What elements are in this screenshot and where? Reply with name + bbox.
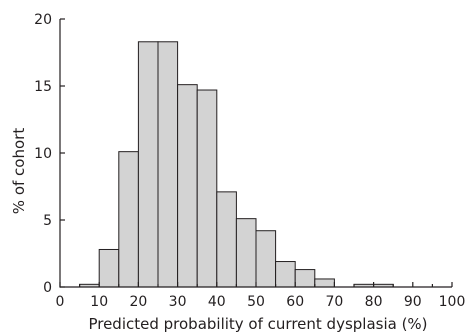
x-tick-label-80: 80 [365, 294, 383, 310]
y-tick-label-0: 0 [43, 280, 52, 296]
bar-60-65 [294, 269, 316, 288]
y-tick-label-15: 15 [34, 79, 52, 95]
x-tick-label-10: 10 [90, 294, 108, 310]
x-tick-label-0: 0 [56, 294, 65, 310]
y-tick-label-20: 20 [34, 12, 52, 28]
bars-group [79, 41, 394, 288]
bar-65-70 [314, 278, 335, 288]
bar-15-20 [118, 151, 139, 288]
bar-55-60 [275, 261, 296, 288]
x-tick-label-100: 100 [439, 294, 466, 310]
x-axis-title: Predicted probability of current dysplas… [88, 315, 427, 333]
x-tick-label-50: 50 [247, 294, 265, 310]
bar-40-45 [216, 191, 237, 288]
bar-10-15 [98, 248, 120, 288]
y-tick-label-5: 5 [43, 213, 52, 229]
bar-45-50 [235, 218, 257, 288]
y-axis-title: % of cohort [10, 128, 28, 215]
bar-30-35 [177, 84, 198, 288]
x-tick-label-70: 70 [325, 294, 343, 310]
x-tick-label-90: 90 [404, 294, 422, 310]
x-tick-label-30: 30 [169, 294, 187, 310]
bar-25-30 [157, 41, 179, 288]
bar-35-40 [196, 89, 218, 288]
x-tick-label-60: 60 [286, 294, 304, 310]
x-tick-label-20: 20 [129, 294, 147, 310]
y-tick-label-10: 10 [34, 146, 52, 162]
bar-50-55 [255, 230, 277, 288]
ticks-group: 0 10 20 30 40 50 60 70 80 90 100 0 5 10 15 20 [34, 12, 465, 310]
bar-20-25 [137, 41, 159, 288]
x-tick-label-40: 40 [208, 294, 226, 310]
